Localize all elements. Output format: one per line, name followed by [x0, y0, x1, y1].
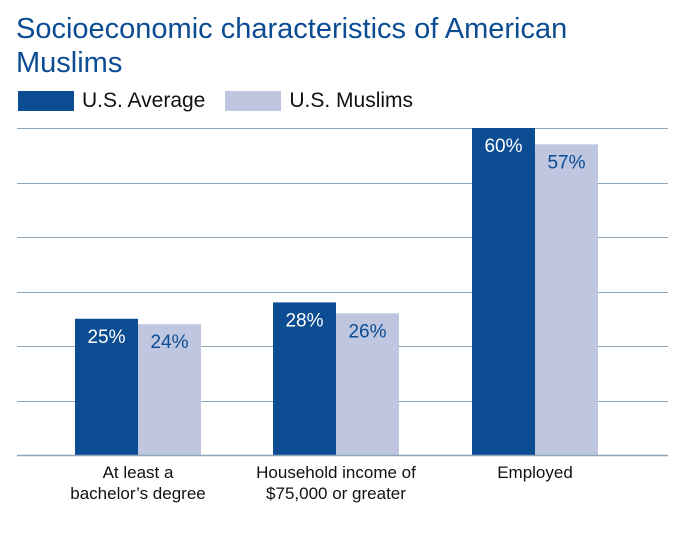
- data-label: 57%: [547, 152, 585, 173]
- data-label: 60%: [484, 136, 522, 157]
- data-label: 26%: [348, 321, 386, 342]
- bar-us-average: [75, 318, 138, 455]
- data-label: 25%: [87, 327, 125, 348]
- bar-us-average: [472, 128, 535, 455]
- bar-us-average: [273, 302, 336, 455]
- data-label: 28%: [285, 310, 323, 331]
- x-tick-label: Household income of: [256, 463, 416, 482]
- legend-label-us-muslims: U.S. Muslims: [289, 89, 414, 112]
- legend: U.S. Average U.S. Muslims: [18, 88, 433, 114]
- legend-swatch-us-muslims: [225, 91, 282, 111]
- legend-label-us-average: U.S. Average: [82, 89, 206, 112]
- bar-us-muslims: [535, 144, 598, 455]
- x-tick-label: At least a: [103, 463, 174, 482]
- x-tick-label: bachelor’s degree: [70, 484, 205, 503]
- bar-us-muslims: [336, 313, 399, 455]
- data-label: 24%: [150, 332, 188, 353]
- x-tick-label: $75,000 or greater: [266, 484, 406, 503]
- bar-us-muslims: [138, 324, 201, 455]
- chart-title: Socioeconomic characteristics of America…: [16, 13, 568, 79]
- x-tick-label: Employed: [497, 463, 573, 482]
- legend-swatch-us-average: [18, 91, 74, 111]
